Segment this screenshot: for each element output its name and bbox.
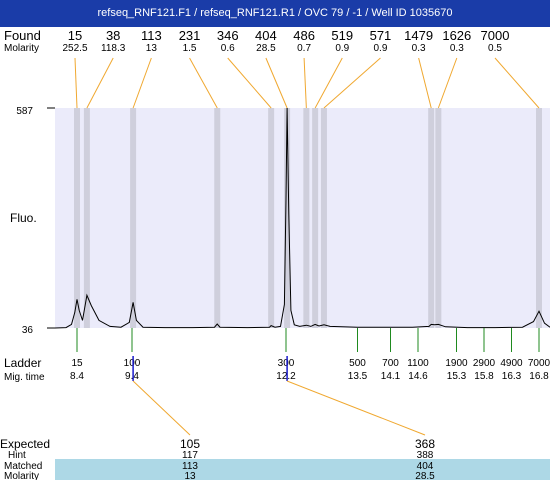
hint-row-label: Hint [8, 450, 26, 461]
peak-band [312, 108, 319, 328]
found-peak-size: 486 [293, 28, 315, 43]
y-tick-max: 587 [16, 106, 33, 117]
ladder-size: 100 [124, 358, 141, 369]
ladder-size: 700 [382, 358, 399, 369]
hint-value: 117 [182, 450, 198, 461]
plot-area [55, 108, 550, 328]
found-peak-size: 231 [179, 28, 201, 43]
peak-connector [227, 57, 272, 109]
peak-connector [418, 57, 432, 109]
hint-value: 388 [417, 450, 434, 461]
ladder-mig-time: 15.3 [447, 371, 467, 382]
found-peak-molarity: 0.5 [488, 43, 502, 54]
peak-band [74, 108, 80, 328]
found-peak-size: 1626 [442, 28, 471, 43]
found-row-label: Found [4, 28, 41, 43]
peak-connector [314, 57, 343, 109]
found-peak-size: 7000 [481, 28, 510, 43]
peak-band [284, 108, 291, 328]
found-peak-molarity: 13 [146, 43, 158, 54]
found-peak-size: 38 [106, 28, 120, 43]
found-peak-size: 404 [255, 28, 277, 43]
ladder-size: 1900 [445, 358, 468, 369]
expected-size: 105 [180, 437, 200, 451]
found-peak-molarity: 28.5 [256, 43, 276, 54]
y-axis-title: Fluo. [10, 211, 37, 225]
ladder-size: 300 [278, 358, 295, 369]
peak-band [435, 108, 442, 328]
peak-band [83, 108, 90, 328]
peak-band [268, 108, 275, 328]
matched-row-label: Matched [4, 461, 42, 472]
found-peak-molarity: 0.9 [335, 43, 349, 54]
ladder-mig-time: 8.4 [70, 371, 84, 382]
found-peak-size: 1479 [404, 28, 433, 43]
found-peak-molarity: 0.3 [412, 43, 426, 54]
ladder-mig-time: 15.8 [474, 371, 494, 382]
peak-connector [303, 57, 307, 109]
ladder-size: 1100 [407, 358, 429, 369]
found-peak-size: 571 [370, 28, 392, 43]
peak-connector [494, 57, 540, 109]
found-peak-molarity: 0.3 [450, 43, 464, 54]
ladder-mig-time: 14.6 [408, 371, 428, 382]
peak-band [428, 108, 435, 328]
mig-time-row-label: Mig. time [4, 372, 45, 383]
molarity-result-value: 13 [184, 471, 196, 480]
peak-band [536, 108, 542, 328]
ladder-mig-time: 16.8 [529, 371, 549, 382]
molarity-result-value: 28.5 [415, 471, 435, 480]
found-peak-size: 346 [217, 28, 239, 43]
expected-row-label: Expected [0, 437, 50, 451]
matched-value: 404 [417, 461, 434, 472]
expected-connector [286, 380, 426, 436]
ladder-size: 4900 [500, 358, 523, 369]
matched-row-highlight [55, 459, 550, 480]
peak-connector [189, 57, 218, 109]
found-peak-size: 113 [141, 28, 162, 43]
ladder-size: 7000 [528, 358, 550, 369]
y-tick-min: 36 [22, 325, 34, 336]
matched-value: 113 [182, 461, 198, 472]
peak-connector [86, 57, 114, 109]
found-peak-molarity: 1.5 [183, 43, 197, 54]
peak-connector [265, 57, 288, 109]
found-peak-molarity: 0.6 [221, 43, 235, 54]
found-peak-molarity: 118.3 [101, 43, 126, 54]
peak-connector [132, 57, 152, 109]
found-peak-size: 519 [331, 28, 353, 43]
found-peak-size: 15 [68, 28, 82, 43]
ladder-mig-time: 9.4 [125, 371, 139, 382]
found-peak-molarity: 0.7 [297, 43, 311, 54]
peak-band [303, 108, 310, 328]
window-title: refseq_RNF121.F1 / refseq_RNF121.R1 / OV… [0, 0, 550, 27]
peak-connector [437, 57, 458, 109]
molarity-row-label: Molarity [4, 43, 39, 54]
ladder-size: 2900 [473, 358, 496, 369]
peak-connector [323, 57, 381, 109]
ladder-mig-time: 13.5 [348, 371, 368, 382]
found-peak-molarity: 252.5 [62, 43, 87, 54]
peak-band [214, 108, 221, 328]
ladder-row-label: Ladder [4, 356, 41, 370]
found-peak-molarity: 0.9 [374, 43, 388, 54]
molarity-result-row-label: Molarity [4, 471, 39, 480]
peak-band [320, 108, 327, 328]
expected-connector [132, 380, 191, 436]
fluorescence-trace [54, 107, 550, 329]
peak-band [130, 108, 137, 328]
peak-connector [74, 57, 78, 109]
ladder-size: 15 [71, 358, 83, 369]
ladder-mig-time: 12.2 [276, 371, 296, 382]
ladder-mig-time: 14.1 [381, 371, 401, 382]
ladder-mig-time: 16.3 [502, 371, 522, 382]
expected-size: 368 [415, 437, 435, 451]
ladder-size: 500 [349, 358, 366, 369]
